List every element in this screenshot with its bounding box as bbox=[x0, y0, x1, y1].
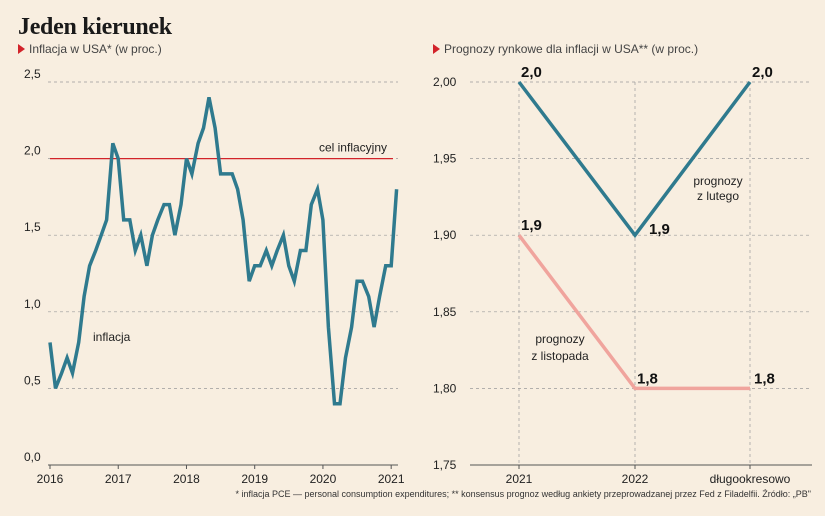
forecast-data-label: 1,8 bbox=[754, 370, 775, 387]
left-chart-subtitle: Inflacja w USA* (w proc.) bbox=[18, 42, 162, 56]
triangle-marker-icon bbox=[18, 44, 25, 54]
footnote: * inflacja PCE — personal consumption ex… bbox=[235, 489, 812, 499]
forecast-data-label: 2,0 bbox=[752, 64, 773, 81]
left-x-tick-label: 2021 bbox=[378, 472, 405, 486]
nov-forecast-label-line1: prognozy bbox=[535, 332, 584, 346]
left-y-tick-label: 2,0 bbox=[24, 144, 41, 158]
right-subtitle-text: Prognozy rynkowe dla inflacji w USA** (w… bbox=[444, 42, 699, 56]
left-x-tick-label: 2020 bbox=[310, 472, 337, 486]
right-chart-subtitle: Prognozy rynkowe dla inflacji w USA** (w… bbox=[433, 42, 698, 56]
forecast-series-line-1 bbox=[517, 234, 750, 391]
right-x-tick-label: 2021 bbox=[506, 472, 533, 486]
feb-forecast-label-line2: z lutego bbox=[697, 189, 739, 203]
feb-forecast-label-line1: prognozy bbox=[693, 174, 742, 188]
right-y-tick-label: 1,75 bbox=[433, 458, 457, 472]
right-y-tick-label: 2,00 bbox=[433, 75, 457, 89]
left-y-tick-label: 0,0 bbox=[24, 450, 41, 464]
left-y-tick-label: 1,0 bbox=[24, 297, 41, 311]
right-x-tick-label: 2022 bbox=[622, 472, 649, 486]
forecast-data-label: 1,9 bbox=[521, 217, 542, 234]
right-y-tick-label: 1,95 bbox=[433, 152, 457, 166]
nov-forecast-label-line2: z listopada bbox=[531, 349, 589, 363]
left-x-tick-label: 2018 bbox=[173, 472, 200, 486]
forecast-data-label: 1,9 bbox=[649, 221, 670, 238]
left-y-tick-label: 1,5 bbox=[24, 220, 41, 234]
inflation-target-label: cel inflacyjny bbox=[319, 141, 387, 155]
right-y-tick-label: 1,80 bbox=[433, 381, 457, 395]
chart-title: Jeden kierunek bbox=[18, 14, 172, 40]
left-x-tick-label: 2017 bbox=[105, 472, 132, 486]
right-x-tick-label: długookresowo bbox=[710, 472, 791, 486]
left-y-tick-label: 0,5 bbox=[24, 373, 41, 387]
left-y-tick-label: 2,5 bbox=[24, 67, 41, 81]
forecast-series-line-0 bbox=[517, 80, 752, 239]
right-y-tick-label: 1,85 bbox=[433, 305, 457, 319]
inflation-series-line bbox=[48, 96, 399, 406]
triangle-marker-icon bbox=[433, 44, 440, 54]
left-x-tick-label: 2016 bbox=[37, 472, 64, 486]
right-y-tick-label: 1,90 bbox=[433, 228, 457, 242]
forecast-data-label: 1,8 bbox=[637, 370, 658, 387]
left-x-tick-label: 2019 bbox=[241, 472, 268, 486]
left-subtitle-text: Inflacja w USA* (w proc.) bbox=[29, 42, 162, 56]
inflation-series-label: inflacja bbox=[93, 330, 131, 344]
forecast-data-label: 2,0 bbox=[521, 64, 542, 81]
